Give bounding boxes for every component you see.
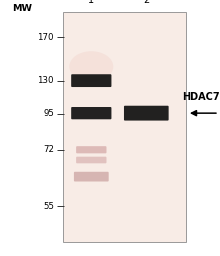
- FancyBboxPatch shape: [71, 107, 112, 119]
- Text: MW: MW: [12, 4, 32, 14]
- Text: 130: 130: [37, 76, 54, 85]
- Text: 170: 170: [37, 33, 54, 42]
- Text: 1: 1: [88, 0, 94, 5]
- Text: 55: 55: [43, 201, 54, 211]
- FancyBboxPatch shape: [76, 157, 106, 163]
- FancyBboxPatch shape: [74, 172, 109, 182]
- Ellipse shape: [69, 51, 113, 82]
- FancyBboxPatch shape: [124, 106, 169, 121]
- FancyBboxPatch shape: [63, 12, 186, 242]
- FancyBboxPatch shape: [76, 146, 106, 153]
- Text: 95: 95: [43, 109, 54, 119]
- FancyBboxPatch shape: [71, 74, 112, 87]
- Text: 2: 2: [143, 0, 149, 5]
- Text: HDAC7: HDAC7: [182, 92, 220, 102]
- Text: 72: 72: [43, 145, 54, 154]
